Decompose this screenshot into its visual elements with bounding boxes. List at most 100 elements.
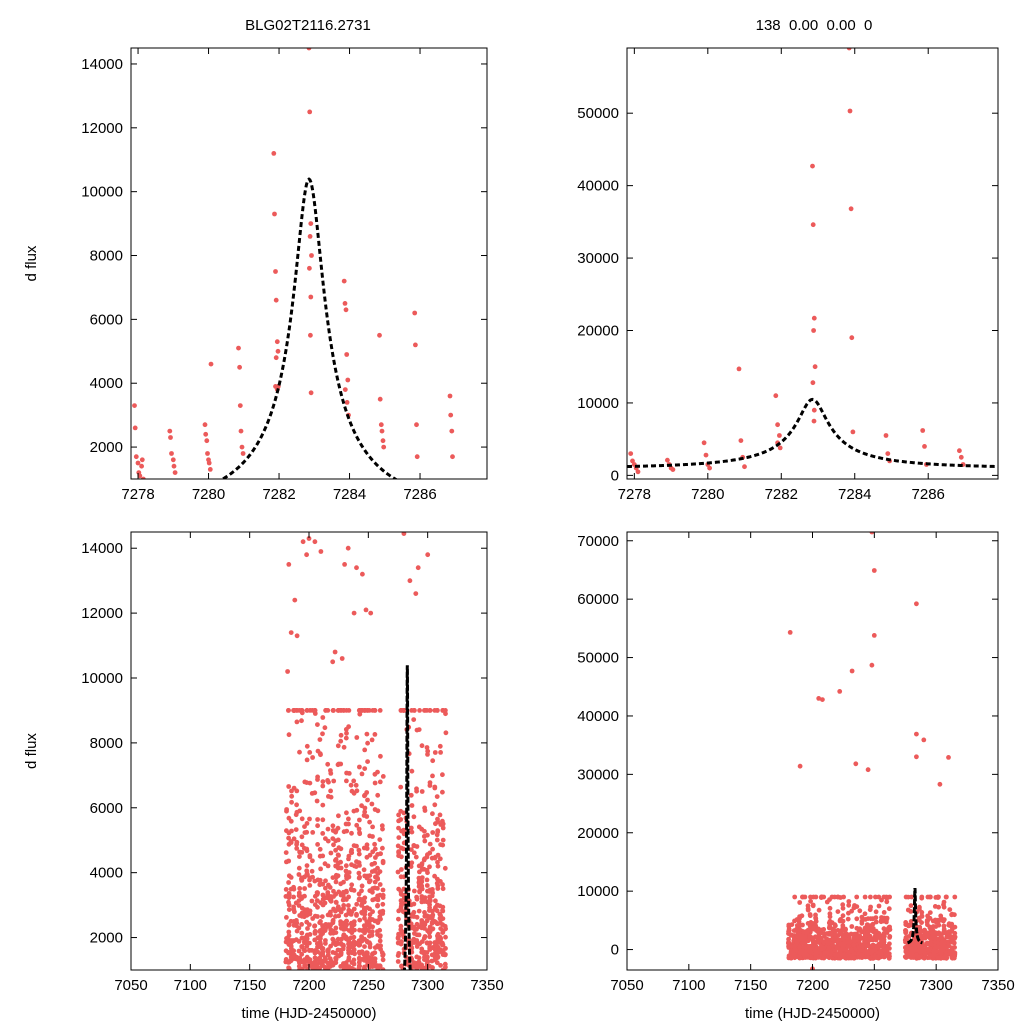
data-point (359, 957, 365, 962)
data-point (434, 708, 440, 713)
data-point (808, 955, 814, 961)
model-curve (627, 397, 998, 469)
data-point (401, 827, 406, 833)
data-point (424, 745, 430, 750)
data-point (274, 339, 280, 345)
data-point (818, 895, 824, 900)
panel-top-right: 7278 7280 7282 7284 7286 0 10000 20000 30000 4000… (577, 47, 999, 503)
data-point (343, 307, 349, 313)
x-tick-label: 7100 (174, 977, 207, 994)
x-tick-label: 7150 (734, 977, 767, 994)
data-point (807, 949, 813, 955)
data-point (438, 963, 443, 968)
data-point (789, 953, 795, 959)
data-point (859, 952, 865, 958)
data-point (848, 206, 854, 212)
data-point (379, 823, 385, 829)
data-point (425, 552, 431, 558)
data-point (434, 794, 440, 799)
data-point (333, 908, 338, 914)
data-point (312, 923, 317, 929)
data-point (356, 966, 362, 970)
data-point (302, 964, 308, 969)
data-point (336, 853, 341, 858)
data-point (419, 946, 425, 952)
data-point (421, 857, 427, 863)
data-point (424, 708, 430, 713)
data-point (425, 899, 430, 905)
data-point (342, 562, 347, 567)
data-point (851, 905, 857, 911)
data-point (361, 867, 367, 873)
data-point (849, 924, 855, 929)
data-point (440, 708, 446, 713)
data-point (425, 852, 430, 858)
data-point (412, 931, 417, 936)
data-point (868, 894, 873, 900)
data-point (315, 935, 321, 941)
data-point (314, 892, 320, 897)
data-point (304, 936, 310, 942)
data-point (917, 906, 922, 912)
data-point (433, 898, 438, 904)
data-point (341, 278, 347, 284)
data-point (273, 355, 279, 361)
data-point (286, 907, 292, 912)
y-tick-label: 40000 (577, 178, 619, 195)
data-point (830, 942, 836, 948)
data-point (919, 942, 925, 948)
data-point (449, 428, 455, 434)
data-point (947, 951, 952, 957)
data-point (294, 846, 300, 851)
data-point (297, 854, 302, 859)
data-point (840, 905, 846, 911)
data-point (448, 412, 454, 418)
data-point (283, 850, 289, 855)
data-point (170, 457, 176, 463)
data-point (670, 467, 676, 472)
data-point (881, 917, 887, 923)
data-point (786, 939, 791, 945)
data-point (808, 894, 813, 900)
data-point (202, 422, 208, 428)
data-point (299, 816, 305, 822)
data-point (305, 907, 310, 913)
data-point (876, 903, 882, 909)
data-point (346, 947, 351, 953)
data-point (300, 539, 306, 545)
data-point (425, 752, 430, 757)
data-point (286, 880, 291, 885)
y-tick-label: 10000 (81, 670, 123, 687)
x-tick-label: 7280 (691, 486, 724, 503)
data-point (341, 927, 347, 932)
data-point (378, 422, 384, 428)
data-point (908, 919, 914, 924)
data-point (430, 811, 435, 817)
data-point (876, 894, 882, 900)
data-point (369, 801, 375, 807)
data-point (857, 908, 863, 914)
data-point (344, 778, 349, 784)
data-point (365, 797, 370, 803)
data-point (208, 361, 214, 367)
data-point (171, 463, 177, 469)
data-point (951, 940, 957, 946)
data-point (947, 931, 952, 937)
data-point (808, 898, 813, 904)
data-point (356, 847, 362, 853)
data-point (317, 959, 323, 964)
data-point (335, 762, 341, 768)
data-point (792, 894, 798, 900)
data-point (315, 817, 320, 822)
x-tick-label: 7282 (765, 486, 798, 503)
x-tick-label: 7300 (411, 977, 444, 994)
data-point (427, 783, 433, 788)
data-point (299, 944, 305, 950)
data-point (905, 942, 911, 948)
data-point (299, 910, 305, 916)
data-point (380, 953, 386, 958)
data-point (830, 936, 836, 942)
data-point (310, 858, 315, 864)
data-point (319, 914, 325, 919)
data-point (913, 952, 919, 958)
